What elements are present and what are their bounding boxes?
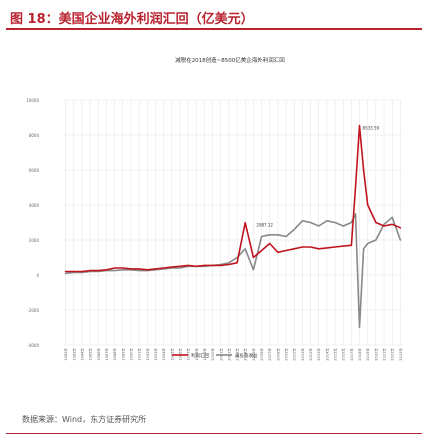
x-tick-label: 2018年 [357,348,362,361]
data-labels: 2987.12 8533.59 [256,126,379,228]
x-tick-label: 1998年 [194,348,199,361]
y-tick-label: 4000 [29,203,40,208]
x-tick-label: 1989年 [120,348,125,361]
x-tick-label: 2019年 [365,348,370,361]
legend-label: 利润汇回 [191,352,209,359]
y-tick-label: -2000 [27,308,39,313]
x-tick-label: 2017年 [349,348,354,361]
source-note: 数据来源：Wind，东方证券研究所 [22,415,147,424]
y-tick-label: -4000 [27,343,39,348]
x-tick-label: 2014年 [324,348,329,361]
y-tick-label: 10000 [26,98,39,103]
y-axis-ticks: -4000 -2000 0 2000 4000 6000 8000 10000 [26,98,39,348]
figure-title: 图 18：美国企业海外利润汇回（亿美元） [10,12,254,27]
x-tick-label: 1985年 [88,348,93,361]
y-tick-label: 2000 [29,238,40,243]
x-tick-label: 1995年 [169,348,174,361]
bottom-rule [6,433,422,434]
x-tick-label: 1990年 [128,348,133,361]
x-axis-ticks: 1982年 1983年 1984年 1985年 1986年 1987年 1988年 1989年… [63,348,403,361]
x-tick-label: 2009年 [284,348,289,361]
x-tick-label: 2008年 [275,348,280,361]
x-tick-label: 1992年 [145,348,150,361]
x-tick-label: 1987年 [104,348,109,361]
x-tick-label: 2015年 [333,348,338,361]
x-tick-label: 2011年 [300,348,305,361]
x-tick-label: 1983年 [71,348,76,361]
x-tick-label: 2001年 [218,348,223,361]
x-tick-label: 2010年 [292,348,297,361]
x-tick-label: 2004年 [243,348,248,361]
x-tick-label: 2016年 [341,348,346,361]
x-tick-label: 1986年 [96,348,101,361]
series-lines [64,124,402,329]
x-tick-label: 1982年 [63,348,68,361]
data-label: 8533.59 [363,126,380,131]
x-tick-label: 2006年 [259,348,264,361]
x-tick-label: 2003年 [235,348,240,361]
x-tick-label: 2007年 [267,348,272,361]
x-tick-label: 2022年 [390,348,395,361]
x-tick-label: 2020年 [373,348,378,361]
x-tick-label: 1994年 [161,348,166,361]
x-tick-label: 2002年 [226,348,231,361]
y-tick-label: 6000 [29,168,40,173]
x-tick-label: 2005年 [251,348,256,361]
x-tick-label: 2023年 [398,348,403,361]
y-tick-label: 8000 [29,133,40,138]
x-tick-label: 1999年 [202,348,207,361]
x-tick-label: 2013年 [316,348,321,361]
x-tick-label: 1988年 [112,348,117,361]
x-tick-label: 1993年 [153,348,158,361]
line-chart: 减税在2018创造~8500亿美企海外利润汇回 -4000 -2000 0 2000 4… [26,56,403,361]
data-label: 2987.12 [256,223,273,228]
x-tick-label: 1991年 [137,348,142,361]
x-tick-label: 1996年 [177,348,182,361]
x-tick-label: 2000年 [210,348,215,361]
title-rule [6,28,422,30]
series-line [64,213,402,329]
y-tick-label: 0 [36,273,39,278]
legend-label: 再投资收益 [235,352,258,359]
x-tick-label: 1997年 [186,348,191,361]
x-tick-label: 2021年 [382,348,387,361]
legend: 利润汇回 再投资收益 [172,352,258,359]
chart-title: 减税在2018创造~8500亿美企海外利润汇回 [175,56,285,64]
series-line [64,124,402,273]
x-tick-label: 1984年 [79,348,84,361]
x-tick-label: 2012年 [308,348,313,361]
